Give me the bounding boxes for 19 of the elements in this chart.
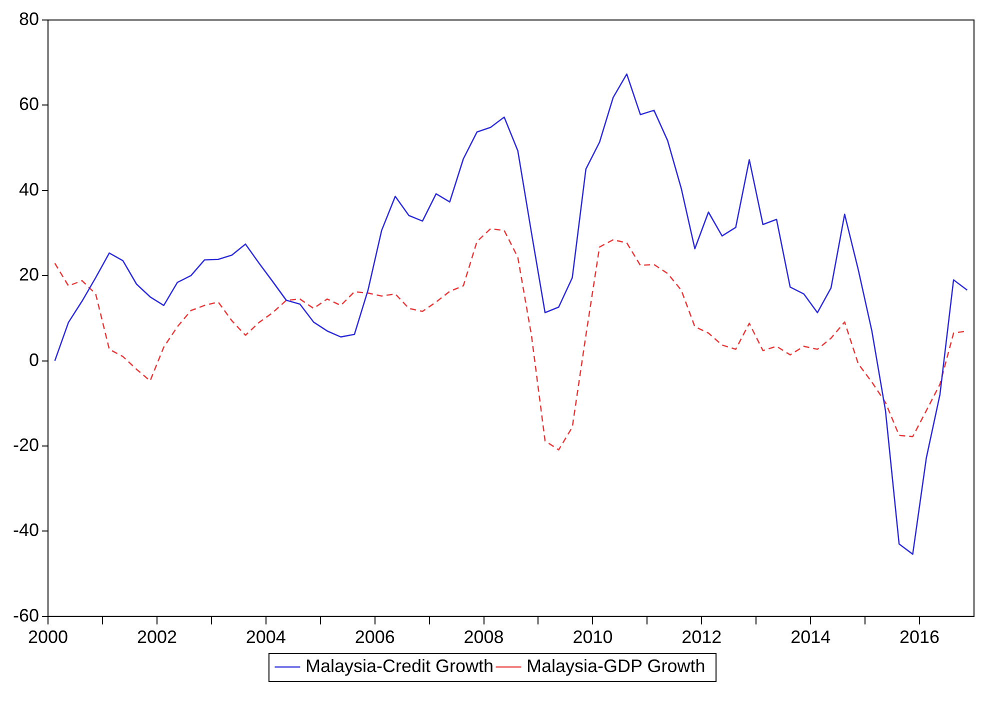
y-tick-label: 0 [29, 350, 40, 370]
x-tick-label: 2000 [28, 627, 68, 648]
x-tick-label: 2016 [900, 627, 940, 648]
legend-label: Malaysia-GDP Growth [526, 656, 706, 676]
y-tick-label: 40 [18, 179, 40, 200]
y-tick-label: 20 [18, 264, 40, 285]
x-tick-label: 2012 [682, 627, 722, 648]
y-tick-label: -20 [13, 434, 40, 455]
y-tick-label: 60 [18, 94, 40, 114]
x-tick-label: 2010 [572, 627, 613, 648]
legend-label: Malaysia-Credit Growth [305, 656, 494, 676]
x-tick-label: 2008 [464, 627, 504, 648]
y-tick-label: -60 [13, 605, 40, 626]
x-tick-label: 2004 [246, 627, 286, 648]
y-tick-label: -40 [13, 520, 40, 540]
y-tick-label: 80 [18, 8, 40, 29]
x-tick-label: 2014 [790, 627, 831, 648]
x-tick-label: 2006 [354, 627, 395, 648]
x-tick-label: 2002 [136, 627, 177, 648]
